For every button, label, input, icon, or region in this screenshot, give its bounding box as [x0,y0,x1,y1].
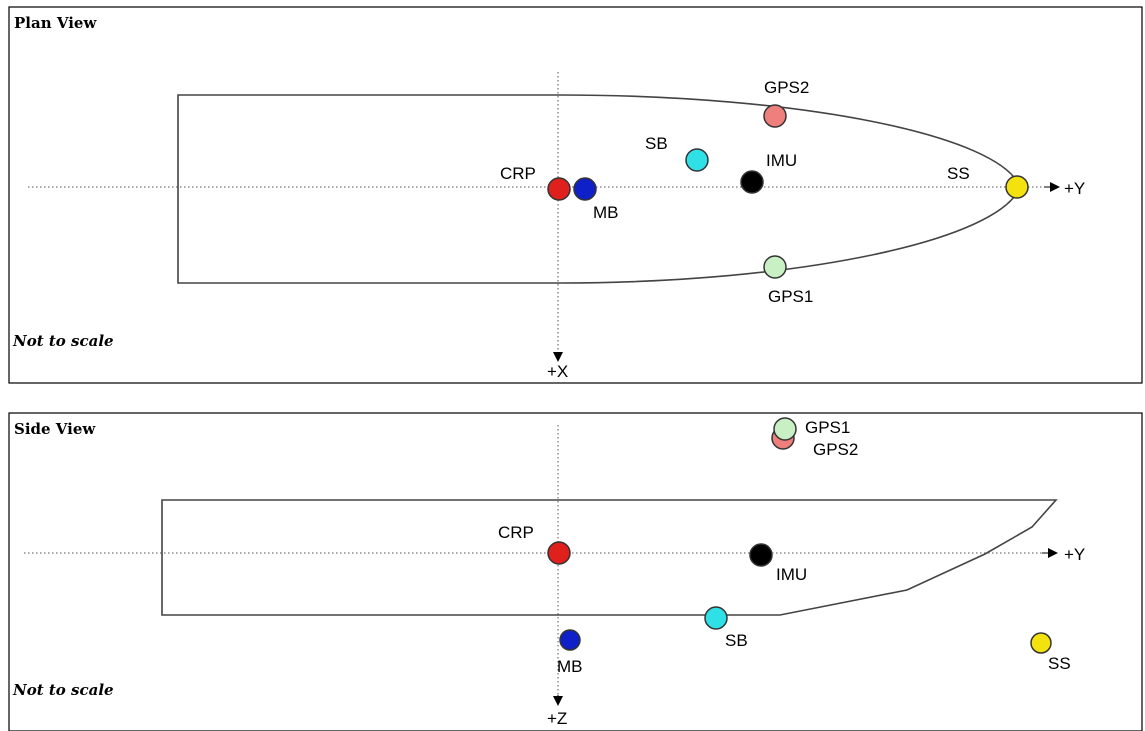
side-view-title: Side View [14,420,96,438]
plan-view-sb-marker [685,148,709,172]
side-view-ss-label: SS [1048,654,1071,673]
plan-view-gps1-marker [763,255,787,279]
side-view-ss-marker [1030,632,1052,654]
side-view-z-axis-label: +Z [547,709,567,728]
plan-view-mb-marker [573,177,597,201]
side-view-y-axis-label: +Y [1064,545,1085,564]
plan-view-scale-note: Not to scale [12,332,114,350]
side-view-imu-marker [749,543,773,567]
side-view-gps1-label: GPS1 [805,418,850,437]
plan-view-crp-label: CRP [500,164,536,183]
plan-view-gps2-label: GPS2 [764,78,809,97]
side-view-imu-label: IMU [776,565,807,584]
side-view-gps1-marker [773,417,797,441]
side-view-crp-label: CRP [498,523,534,542]
side-view-mb-label: MB [557,657,583,676]
side-view-gps2-label: GPS2 [813,440,858,459]
side-view-sb-marker [704,606,728,630]
side-view-mb-marker [559,629,581,651]
side-view-scale-note: Not to scale [12,681,114,699]
plan-view-sb-label: SB [645,134,668,153]
side-view-frame [8,412,1143,731]
plan-view-ss-marker [1005,175,1029,199]
plan-view-gps2-marker [763,104,787,128]
plan-view-ss-label: SS [947,164,970,183]
side-view-crp-marker [547,541,571,565]
plan-view-y-axis-label: +Y [1064,179,1085,198]
plan-view-imu-marker [740,170,764,194]
plan-view-gps1-label: GPS1 [768,287,813,306]
plan-view-x-axis-label: +X [547,362,568,381]
side-view-panel: Side View +Y +Z Not to scale CRP IMU GPS… [8,412,1143,731]
plan-view-title: Plan View [14,14,97,32]
plan-view-mb-label: MB [593,203,619,222]
side-view-hull-outline [161,499,1058,616]
plan-view-crp-marker [547,177,571,201]
plan-view-imu-label: IMU [766,151,797,170]
plan-view-panel: Plan View +Y +X Not to scale CRP MB SB I… [8,6,1143,384]
side-view-sb-label: SB [725,631,748,650]
